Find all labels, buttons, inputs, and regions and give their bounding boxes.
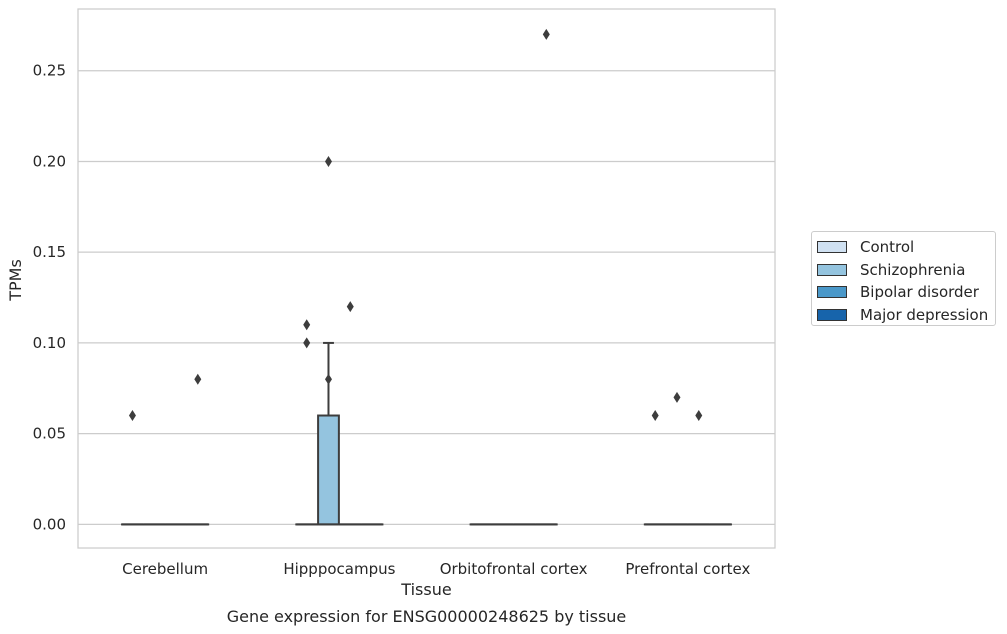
box-body — [317, 414, 340, 526]
legend-swatch — [817, 308, 847, 321]
outlier-point — [542, 28, 550, 40]
outlier-point — [324, 155, 332, 167]
legend-swatch — [817, 241, 847, 254]
outlier-point — [673, 391, 681, 403]
outlier-point — [303, 319, 311, 331]
y-tick-labels: 0.00 0.05 0.10 0.15 0.20 0.25 — [33, 62, 66, 534]
outlier-point — [194, 373, 202, 385]
box-major-depression — [534, 28, 558, 526]
outlier-point — [695, 410, 703, 422]
legend-item: Schizophrenia — [817, 259, 995, 282]
y-tick-label: 0.05 — [33, 425, 66, 443]
y-axis-label: TPMs — [6, 259, 25, 302]
outlier-point — [303, 337, 311, 349]
legend-label: Bipolar disorder — [860, 283, 979, 302]
chart-title: Gene expression for ENSG00000248625 by t… — [227, 607, 627, 626]
legend: Control Schizophrenia Bipolar disorder Majo… — [811, 231, 996, 326]
box-schizophrenia — [317, 155, 340, 526]
legend-swatch — [817, 286, 847, 299]
x-tick-label: Prefrontal cortex — [625, 560, 750, 578]
y-tick-label: 0.15 — [33, 243, 66, 261]
legend-label: Major depression — [860, 305, 989, 324]
plot-frame — [77, 8, 776, 549]
legend-item: Major depression — [817, 304, 995, 327]
box-bipolar-disorder — [687, 410, 711, 526]
box-major-depression — [186, 373, 210, 526]
y-tick-label: 0.25 — [33, 62, 66, 80]
x-tick-label: Cerebellum — [122, 560, 208, 578]
y-tick-label: 0.20 — [33, 152, 66, 170]
plot-area — [78, 9, 775, 548]
x-tick-label: Hipppocampus — [283, 560, 395, 578]
outlier-point — [324, 373, 332, 385]
y-tick-label: 0.10 — [33, 334, 66, 352]
legend-swatch — [817, 263, 847, 276]
legend-item: Control — [817, 236, 995, 259]
legend-label: Control — [860, 238, 915, 257]
box-series — [121, 28, 732, 526]
box-control — [121, 410, 144, 526]
legend-label: Schizophrenia — [860, 260, 966, 279]
outlier-point — [346, 301, 354, 313]
outlier-point — [651, 410, 659, 422]
outlier-point — [128, 410, 136, 422]
x-tick-label: Orbitofrontal cortex — [440, 560, 588, 578]
x-axis-label: Tissue — [400, 580, 451, 599]
legend-item: Bipolar disorder — [817, 281, 995, 304]
y-tick-label: 0.00 — [33, 515, 66, 533]
x-tick-labels: Cerebellum Hipppocampus Orbitofrontal cort… — [122, 560, 750, 578]
